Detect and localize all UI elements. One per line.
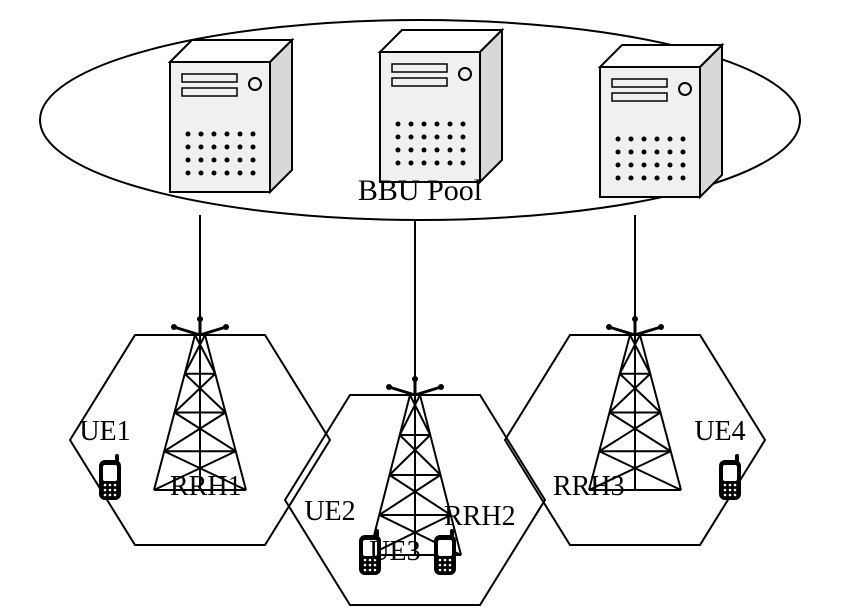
server-icon-2 (380, 30, 502, 182)
rrh-label-3: RRH3 (553, 471, 625, 502)
bbu-pool-label: BBU Pool (358, 174, 482, 207)
ue-label-4: UE4 (694, 416, 745, 447)
rrh-label-1: RRH1 (170, 471, 242, 502)
ue-label-1: UE1 (79, 416, 130, 447)
tower-icon-1 (154, 316, 246, 490)
rrh-label-2: RRH2 (444, 501, 516, 532)
ue-phone-icon-4 (719, 454, 741, 500)
tower-icon-3 (589, 316, 681, 490)
ue-label-3: UE3 (369, 536, 420, 567)
server-icon-1 (170, 40, 292, 192)
server-icon-3 (600, 45, 722, 197)
ue-phone-icon-3 (434, 529, 456, 575)
ue-label-2: UE2 (304, 496, 355, 527)
ue-phone-icon-1 (99, 454, 121, 500)
